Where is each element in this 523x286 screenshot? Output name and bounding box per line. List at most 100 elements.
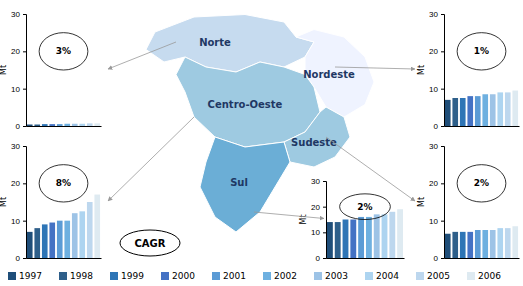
y-tick: 10 xyxy=(311,228,326,237)
bars xyxy=(445,91,518,126)
bar xyxy=(343,220,349,259)
legend-label: 2003 xyxy=(325,271,348,281)
y-tick-label: 0 xyxy=(434,122,439,131)
bar xyxy=(490,94,496,126)
y-tick-label: 30 xyxy=(11,142,20,151)
legend-swatch xyxy=(314,272,322,280)
y-axis: 0102030 xyxy=(429,10,444,131)
y-tick-label: 30 xyxy=(429,10,438,19)
bar xyxy=(358,217,364,258)
bar xyxy=(445,234,451,258)
y-tick: 30 xyxy=(429,10,444,19)
y-tick-label: 10 xyxy=(11,85,20,94)
figure: NorteNordesteCentro-OesteSudesteSul01020… xyxy=(0,0,523,286)
legend-entry: 2004 xyxy=(365,271,399,281)
x-axis xyxy=(327,258,405,259)
bar xyxy=(49,223,55,258)
y-axis-line xyxy=(23,147,27,259)
arrow xyxy=(108,117,194,201)
y-tick: 10 xyxy=(429,217,444,226)
cagr-key: CAGR xyxy=(120,230,180,256)
y-tick: 20 xyxy=(429,47,444,56)
y-axis: 0102030 xyxy=(11,10,26,131)
bar xyxy=(460,98,466,126)
region-label: Norte xyxy=(199,37,231,48)
bar xyxy=(87,202,93,258)
annotation: 8% xyxy=(56,178,71,188)
bar xyxy=(64,221,70,258)
y-tick-mark xyxy=(441,14,444,15)
y-axis-title: Mt xyxy=(0,65,8,75)
y-tick: 0 xyxy=(16,122,26,131)
y-tick: 20 xyxy=(429,179,444,188)
y-tick-label: 30 xyxy=(311,177,320,186)
y-tick-mark xyxy=(441,146,444,147)
bar xyxy=(512,91,518,126)
bar xyxy=(460,232,466,258)
x-axis xyxy=(27,126,102,127)
y-tick-label: 20 xyxy=(11,179,20,188)
bar xyxy=(382,214,388,258)
legend-entry: 2001 xyxy=(212,271,246,281)
legend-entry: 1999 xyxy=(110,271,144,281)
bar xyxy=(79,124,85,126)
bar xyxy=(94,195,100,258)
y-tick-mark xyxy=(323,232,326,233)
legend-entry: 2005 xyxy=(416,271,450,281)
bar xyxy=(350,220,356,259)
arrow xyxy=(335,67,415,69)
legend-label: 1997 xyxy=(19,271,42,281)
bar xyxy=(482,230,488,258)
map-region xyxy=(284,107,350,167)
legend-swatch xyxy=(365,272,373,280)
bar-chart: 0102030Mt1% xyxy=(417,10,520,131)
bar xyxy=(27,232,33,258)
annotation: 3% xyxy=(56,46,71,56)
y-tick-mark xyxy=(441,258,444,259)
bar-chart: 0102030Mt2% xyxy=(417,142,520,263)
y-tick-mark xyxy=(323,258,326,259)
bars xyxy=(27,195,100,258)
annotation: 1% xyxy=(474,46,489,56)
legend-entry: 2006 xyxy=(467,271,501,281)
y-tick: 10 xyxy=(11,85,26,94)
annotation-ellipse xyxy=(457,33,506,70)
bars xyxy=(327,209,403,258)
y-tick-label: 10 xyxy=(11,217,20,226)
arrow xyxy=(326,137,415,201)
legend-entry: 1998 xyxy=(59,271,93,281)
y-tick: 20 xyxy=(11,47,26,56)
legend-swatch xyxy=(467,272,475,280)
bar xyxy=(505,228,511,258)
bar xyxy=(327,222,333,258)
legend-swatch xyxy=(8,272,16,280)
y-tick-label: 20 xyxy=(311,203,320,212)
y-tick-label: 30 xyxy=(429,142,438,151)
annotation: CAGR xyxy=(135,238,166,249)
bar xyxy=(475,96,481,126)
y-tick-mark xyxy=(23,146,26,147)
bar xyxy=(467,232,473,258)
bar xyxy=(27,125,33,126)
y-tick: 0 xyxy=(434,122,444,131)
map-region xyxy=(200,137,290,232)
legend-swatch xyxy=(59,272,67,280)
x-axis xyxy=(27,258,102,259)
legend-label: 2002 xyxy=(274,271,297,281)
legend-entry: 1997 xyxy=(8,271,42,281)
bar xyxy=(64,124,70,126)
y-tick-mark xyxy=(441,89,444,90)
y-tick-mark xyxy=(23,126,26,127)
y-tick-label: 0 xyxy=(316,254,321,263)
bar-chart: 0102030Mt3% xyxy=(0,10,102,131)
bar xyxy=(505,92,511,126)
y-tick: 0 xyxy=(316,254,326,263)
bar xyxy=(42,224,48,258)
bar-chart: 0102030Mt2% xyxy=(299,177,405,263)
bar-chart: 0102030Mt8% xyxy=(0,142,102,263)
y-tick: 20 xyxy=(11,179,26,188)
y-tick-label: 0 xyxy=(16,254,21,263)
y-tick-label: 10 xyxy=(311,228,320,237)
bar xyxy=(42,124,48,126)
y-tick: 30 xyxy=(11,142,26,151)
